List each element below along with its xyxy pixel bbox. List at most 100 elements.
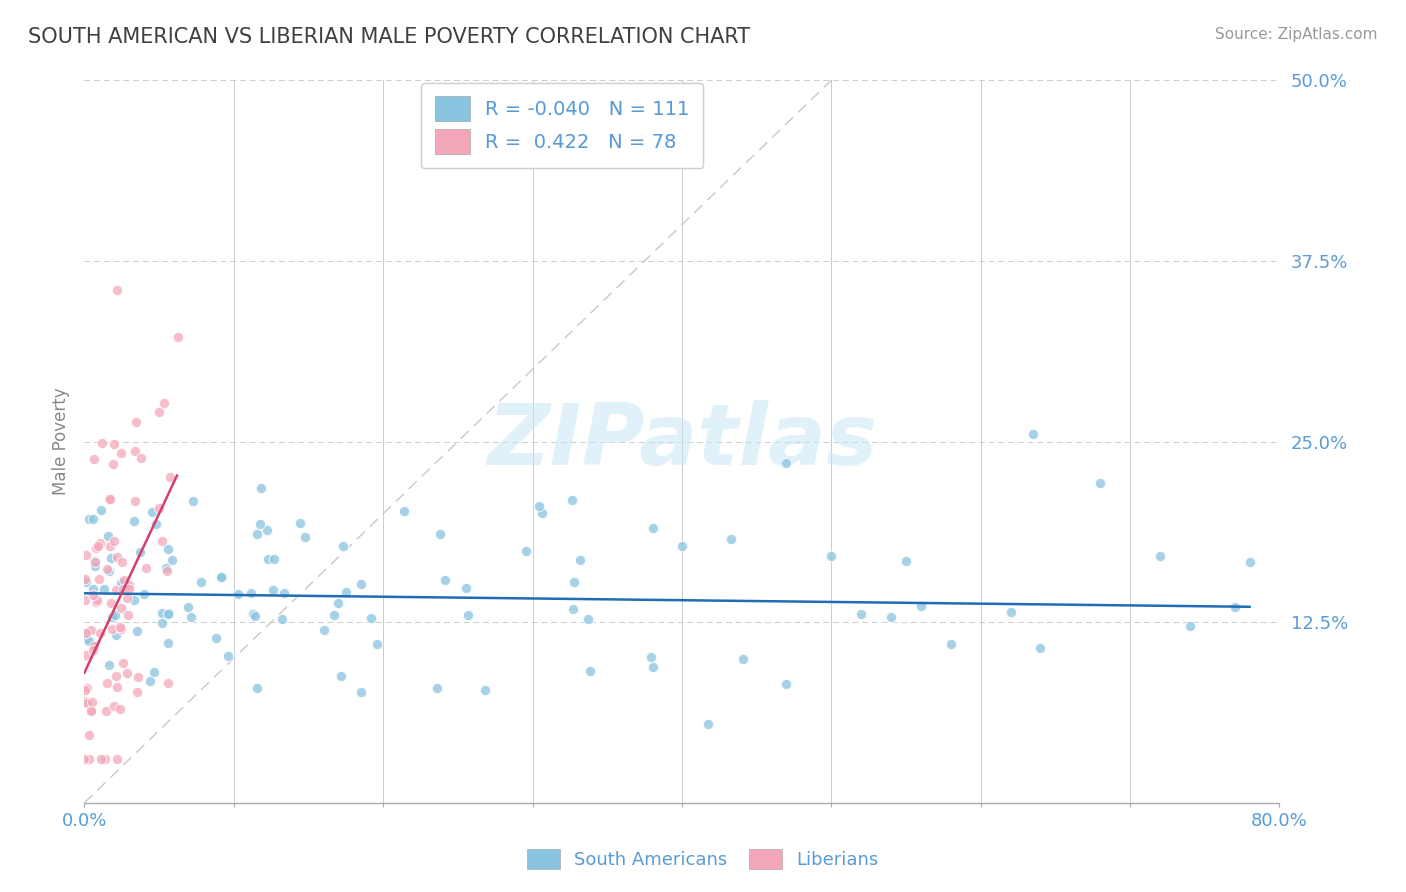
Text: Source: ZipAtlas.com: Source: ZipAtlas.com [1215,27,1378,42]
Point [93,582,115,597]
Point [1239,555,1261,569]
Point [84,638,107,652]
Point [103,698,125,713]
Point [83,559,105,574]
Point [392,504,415,518]
Point [243,609,266,624]
Point [323,608,346,623]
Point [641,660,664,674]
Point [100,550,122,565]
Point [894,554,917,568]
Point [150,606,173,620]
Point [98,564,121,578]
Point [132,587,155,601]
Point [434,573,457,587]
Point [156,676,179,690]
Point [851,607,873,621]
Point [124,494,146,508]
Point [84,595,107,609]
Point [531,506,554,520]
Point [112,573,135,587]
Legend: South Americans, Liberians: South Americans, Liberians [519,839,887,879]
Point [720,533,742,547]
Point [112,657,135,671]
Point [294,530,316,544]
Point [143,665,166,680]
Point [117,591,139,605]
Point [148,405,170,419]
Point [117,666,139,681]
Point [86,592,108,607]
Point [104,607,127,622]
Point [910,599,932,614]
Point [79,512,101,526]
Point [217,649,239,664]
Point [576,612,599,626]
Point [157,607,180,621]
Point [104,582,127,597]
Point [89,626,111,640]
Point [177,600,200,615]
Legend: R = -0.040   N = 111, R =  0.422   N = 78: R = -0.040 N = 111, R = 0.422 N = 78 [422,83,703,168]
Point [96,562,118,576]
Point [242,607,264,621]
Point [90,752,112,766]
Point [118,578,141,592]
Point [157,607,180,621]
Point [671,539,693,553]
Point [454,581,477,595]
Point [127,670,149,684]
Point [98,657,121,672]
Point [820,549,842,564]
Point [211,570,233,584]
Point [79,704,101,718]
Point [125,684,148,698]
Point [98,492,121,507]
Point [104,669,127,683]
Point [75,632,97,647]
Point [270,612,292,626]
Point [350,684,373,698]
Y-axis label: Male Poverty: Male Poverty [52,388,70,495]
Point [1149,549,1171,564]
Point [75,575,97,590]
Point [105,283,128,297]
Point [75,626,97,640]
Point [100,539,122,553]
Point [73,752,96,766]
Point [87,572,110,586]
Point [263,551,285,566]
Point [246,526,269,541]
Point [76,681,98,696]
Point [90,503,112,517]
Point [79,728,101,742]
Point [360,610,382,624]
Point [75,548,97,562]
Point [426,681,449,696]
Point [226,587,249,601]
Point [105,628,128,642]
Point [249,517,271,532]
Point [124,444,146,458]
Point [1000,605,1022,619]
Point [84,541,107,556]
Point [696,717,718,731]
Point [83,452,105,467]
Point [139,674,162,689]
Point [150,616,173,631]
Point [329,669,352,683]
Point [75,694,97,708]
Point [111,555,134,569]
Point [180,610,202,624]
Point [145,516,167,531]
Point [80,623,103,637]
Point [122,514,145,528]
Point [84,555,107,569]
Text: ZIPatlas: ZIPatlas [486,400,877,483]
Point [155,560,177,574]
Point [167,330,190,344]
Point [103,437,125,451]
Point [205,631,228,645]
Point [105,549,128,564]
Point [98,492,121,507]
